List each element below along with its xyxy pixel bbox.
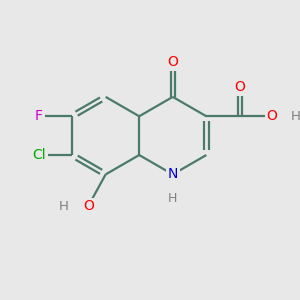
Text: N: N	[168, 167, 178, 182]
Text: O: O	[235, 80, 245, 94]
Text: Cl: Cl	[32, 148, 46, 162]
Text: H: H	[59, 200, 69, 213]
Text: O: O	[266, 109, 277, 123]
Text: H: H	[291, 110, 300, 123]
Text: O: O	[83, 199, 94, 213]
Text: F: F	[35, 109, 43, 123]
Text: O: O	[167, 55, 178, 69]
Text: H: H	[168, 192, 178, 205]
